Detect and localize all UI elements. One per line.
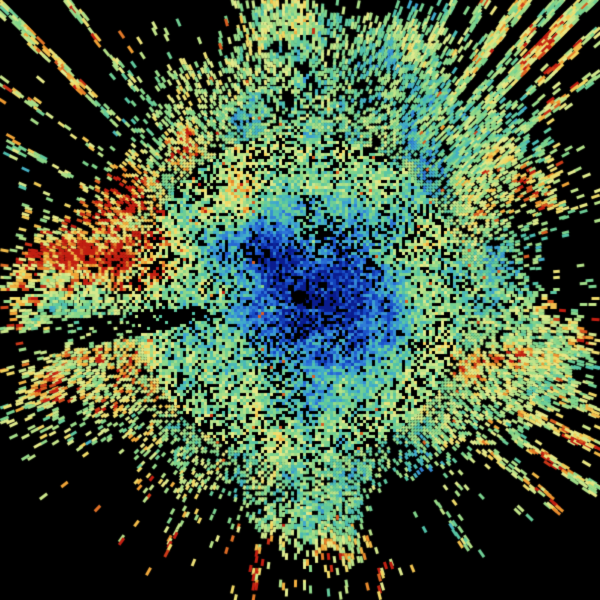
heatmap-canvas: [0, 0, 600, 600]
heatmap-figure: [0, 0, 600, 600]
